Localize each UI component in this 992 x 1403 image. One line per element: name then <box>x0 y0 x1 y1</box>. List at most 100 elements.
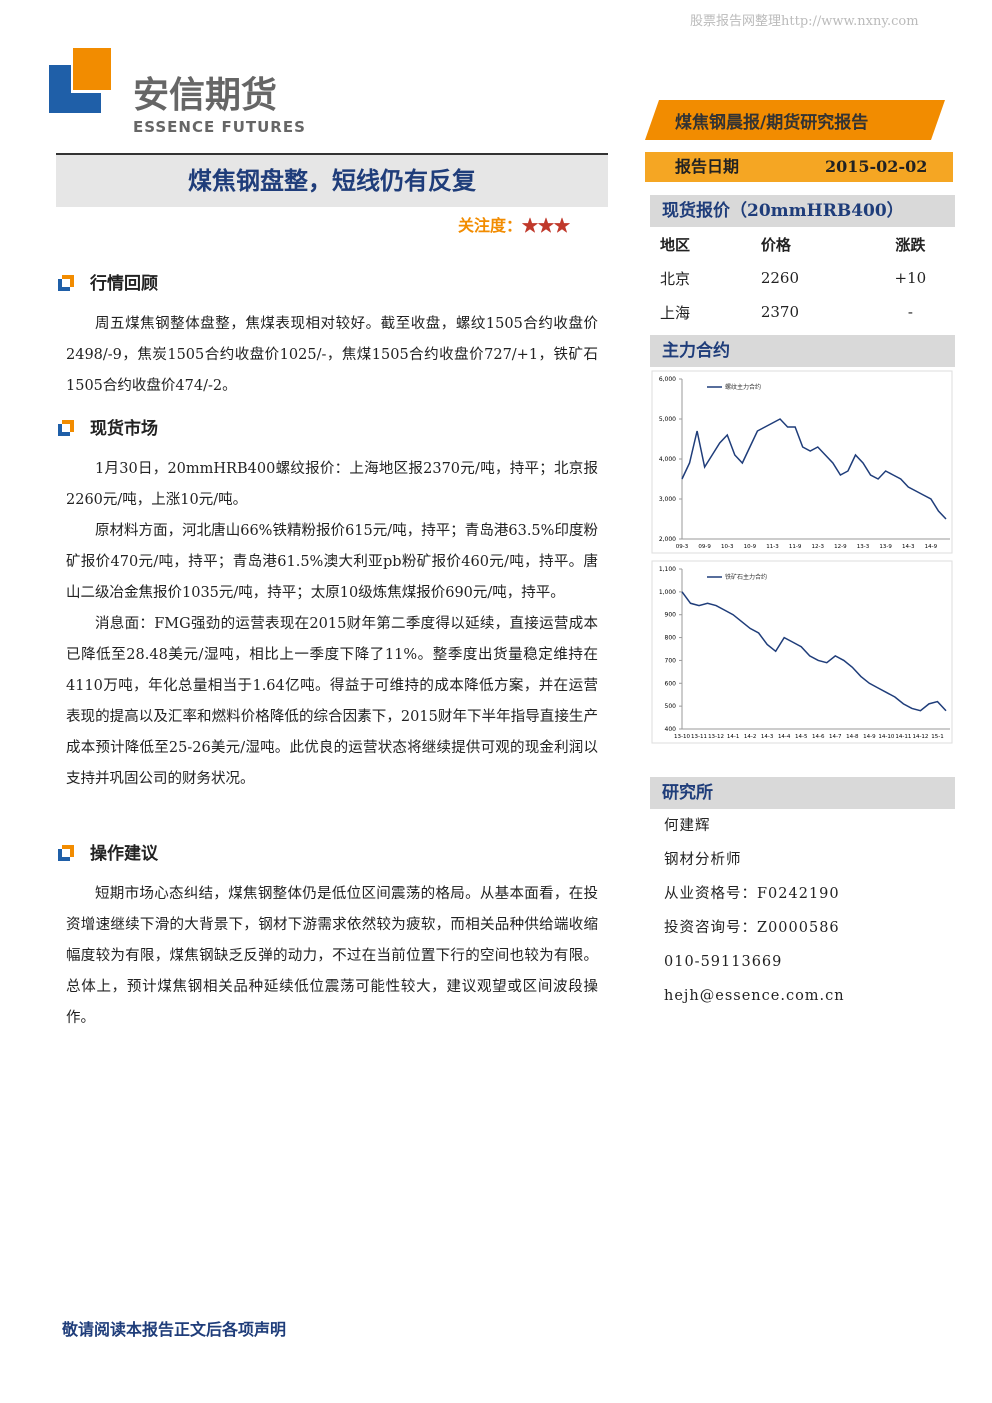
x-tick-label: 09-3 <box>676 544 689 550</box>
y-tick-label: 400 <box>665 726 677 733</box>
section-heading: 行情回顾 <box>56 273 608 295</box>
table-cell: - <box>907 303 913 321</box>
table-cell: 2370 <box>760 303 800 321</box>
header-cell: 价格 <box>760 235 791 254</box>
x-tick-label: 10-9 <box>744 544 757 550</box>
y-tick-label: 5,000 <box>659 416 676 423</box>
legend-label: 铁矿石主力合约 <box>725 573 767 581</box>
research-line: 钢材分析师 <box>664 852 742 868</box>
section: 现货市场 1月30日，20mmHRB400螺纹报价：上海地区报2370元/吨，持平… <box>56 418 608 795</box>
x-tick-label: 13-12 <box>708 734 724 740</box>
research-line: 投资咨询号：Z0000586 <box>664 920 840 936</box>
attention: 关注度：★★★ <box>458 212 570 236</box>
section: 行情回顾周五煤焦钢整体盘整，焦煤表现相对较好。截至收盘，螺纹1505合约收盘价2… <box>56 273 608 402</box>
y-tick-label: 4,000 <box>659 456 676 463</box>
x-tick-label: 13-3 <box>857 544 870 550</box>
header-cell: 涨跌 <box>895 235 926 254</box>
sidebar: 现货报价（20mmHRB400） 地区 价格 涨跌 北京 2260 +10 上海 2370- … <box>650 195 955 1013</box>
table-cell: +10 <box>894 269 927 287</box>
x-tick-label: 14-9 <box>863 734 876 740</box>
x-tick-label: 09-9 <box>698 544 711 550</box>
x-tick-label: 14-9 <box>925 544 938 550</box>
logo: 安信期货 ESSENCE FUTURES <box>49 48 306 136</box>
logo-mark <box>73 48 111 90</box>
x-tick-label: 14-5 <box>795 734 808 740</box>
y-tick-label: 700 <box>665 657 677 664</box>
x-tick-label: 14-11 <box>895 734 911 740</box>
spot-heading: 现货报价（20mmHRB400） <box>650 195 955 227</box>
research-line: 010-59113669 <box>664 954 783 970</box>
x-tick-label: 14-1 <box>727 734 739 740</box>
y-tick-label: 600 <box>665 680 677 687</box>
header-cell: 地区 <box>660 235 691 254</box>
y-tick-label: 800 <box>665 635 677 642</box>
attention-label: 关注度： <box>458 216 523 235</box>
logo-cn: 安信期货 <box>133 75 277 116</box>
footer: 敬请阅读本报告正文后各项声明 <box>62 1320 287 1339</box>
banner-bg <box>645 100 945 140</box>
x-tick-label: 13-9 <box>879 544 892 550</box>
date-value: 2015-02-02 <box>825 157 928 176</box>
chart-frame <box>651 560 953 744</box>
charts: 2,000 3,000 4,000 5,000 6,000 09-3 09-9 10-3 10-… <box>651 370 953 744</box>
logo-mark <box>49 65 101 113</box>
section-heading: 操作建议 <box>56 843 608 865</box>
attention-stars: ★★★ <box>522 216 571 235</box>
x-tick-label: 14-10 <box>878 734 894 740</box>
y-tick-label: 900 <box>665 612 677 619</box>
date-label: 报告日期 <box>675 157 740 176</box>
x-tick-label: 14-3 <box>761 734 774 740</box>
table-header: 地区 价格 涨跌 <box>650 227 955 261</box>
section: 操作建议短期市场心态纠结，煤焦钢整体仍是低位区间震荡的格局。从基本面看，在投资增… <box>56 843 608 1034</box>
legend-label: 螺纹主力合约 <box>725 383 761 391</box>
research: 何建辉钢材分析师从业资格号：F0242190 投资咨询号：Z0000586 010-… <box>650 809 955 1013</box>
watermark: 股票报告网整理http://www.nxny.com <box>690 14 919 29</box>
section-heading-text: 操作建议 <box>90 844 158 864</box>
paragraph: 周五煤焦钢整体盘整，焦煤表现相对较好。截至收盘，螺纹1505合约收盘价2498/… <box>66 316 598 394</box>
research-line: 从业资格号：F0242190 <box>664 886 840 902</box>
line <box>681 591 947 712</box>
y-tick-label: 2,000 <box>659 536 676 543</box>
x-tick-label: 10-3 <box>721 544 734 550</box>
x-tick-label: 14-3 <box>902 544 915 550</box>
y-tick-label: 1,100 <box>659 566 676 573</box>
research-line: 何建辉 <box>664 818 711 834</box>
y-tick-label: 3,000 <box>659 496 676 503</box>
title: 煤焦钢盘整，短线仍有反复 <box>56 153 608 207</box>
table-cell: 2260 <box>760 269 800 287</box>
x-tick-label: 14-7 <box>829 734 842 740</box>
x-tick-label: 14-2 <box>744 734 756 740</box>
section-heading-text: 现货市场 <box>90 419 158 439</box>
x-tick-label: 13-11 <box>691 734 707 740</box>
paragraph: 原材料方面，河北唐山66%铁精粉报价615元/吨，持平；青岛港63.5%印度粉矿… <box>66 523 598 601</box>
date-bar: 报告日期 2015-02-02 <box>645 152 953 182</box>
paragraph: 短期市场心态纠结，煤焦钢整体仍是低位区间震荡的格局。从基本面看，在投资增速继续下… <box>66 886 598 1026</box>
contracts-heading: 主力合约 <box>650 335 955 367</box>
body: 行情回顾周五煤焦钢整体盘整，焦煤表现相对较好。截至收盘，螺纹1505合约收盘价2… <box>56 273 608 1050</box>
x-tick-label: 14-6 <box>812 734 825 740</box>
section-icon <box>58 420 74 436</box>
x-tick-label: 14-4 <box>778 734 791 740</box>
research-heading: 研究所 <box>650 777 955 809</box>
x-tick-label: 14-8 <box>846 734 859 740</box>
x-tick-label: 12-9 <box>834 544 847 550</box>
logo-en: ESSENCE FUTURES <box>133 118 306 136</box>
table-row: 上海 2370 - <box>650 295 955 329</box>
x-tick-label: 15-1 <box>931 734 943 740</box>
paragraph: 消息面：FMG强劲的运营表现在2015财年第二季度得以延续，直接运营成本已降低至… <box>66 616 598 787</box>
x-tick-label: 11-9 <box>789 544 802 550</box>
x-tick-label: 11-3 <box>766 544 779 550</box>
paragraph: 1月30日，20mmHRB400螺纹报价：上海地区报2370元/吨，持平；北京报… <box>66 461 598 508</box>
spot-table: 地区 价格 涨跌 北京 2260 +10 上海 2370 - <box>650 227 955 329</box>
table-row: 北京 2260 +10 <box>650 261 955 295</box>
x-tick-label: 14-12 <box>912 734 928 740</box>
section-heading: 现货市场 <box>56 418 608 440</box>
table-cell: 北京 <box>660 269 691 288</box>
x-tick-label: 13-10 <box>674 734 690 740</box>
section-icon <box>58 275 74 291</box>
section-icon <box>58 845 74 861</box>
research-line: hejh@essence.com.cn <box>664 988 845 1004</box>
banner: 煤焦钢晨报/期货研究报告 <box>645 100 945 140</box>
line <box>681 418 947 520</box>
